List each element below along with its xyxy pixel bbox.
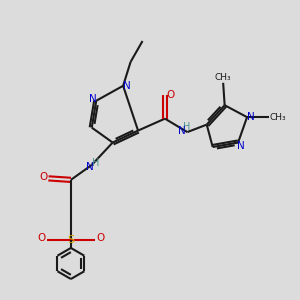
Text: N: N xyxy=(86,162,94,172)
Text: O: O xyxy=(38,233,46,243)
Text: H: H xyxy=(183,122,190,132)
Text: N: N xyxy=(178,126,186,136)
Text: S: S xyxy=(67,235,74,244)
Text: O: O xyxy=(39,172,47,182)
Text: N: N xyxy=(247,112,254,122)
Text: O: O xyxy=(166,90,174,100)
Text: N: N xyxy=(89,94,97,104)
Text: N: N xyxy=(237,140,245,151)
Text: H: H xyxy=(92,158,99,167)
Text: CH₃: CH₃ xyxy=(215,73,232,82)
Text: CH₃: CH₃ xyxy=(269,113,286,122)
Text: N: N xyxy=(123,81,130,91)
Text: O: O xyxy=(96,233,104,243)
